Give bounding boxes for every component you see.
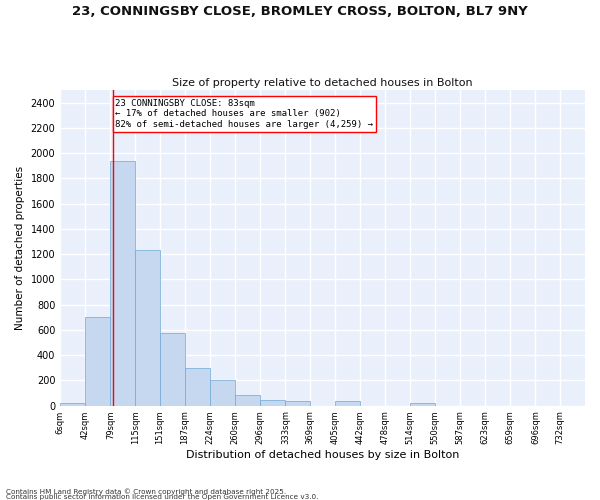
Text: Contains public sector information licensed under the Open Government Licence v3: Contains public sector information licen… — [6, 494, 319, 500]
Bar — [410, 403, 435, 406]
Y-axis label: Number of detached properties: Number of detached properties — [15, 166, 25, 330]
Bar — [235, 396, 260, 406]
Bar — [260, 400, 285, 406]
Title: Size of property relative to detached houses in Bolton: Size of property relative to detached ho… — [172, 78, 473, 88]
Bar — [85, 318, 110, 406]
X-axis label: Distribution of detached houses by size in Bolton: Distribution of detached houses by size … — [186, 450, 459, 460]
Bar — [185, 368, 209, 406]
Bar — [335, 401, 360, 406]
Bar — [211, 380, 235, 406]
Bar — [135, 250, 160, 406]
Bar — [60, 404, 85, 406]
Bar — [286, 401, 310, 406]
Text: 23, CONNINGSBY CLOSE, BROMLEY CROSS, BOLTON, BL7 9NY: 23, CONNINGSBY CLOSE, BROMLEY CROSS, BOL… — [72, 5, 528, 18]
Text: 23 CONNINGSBY CLOSE: 83sqm
← 17% of detached houses are smaller (902)
82% of sem: 23 CONNINGSBY CLOSE: 83sqm ← 17% of deta… — [115, 99, 373, 129]
Bar — [160, 333, 185, 406]
Bar — [110, 161, 135, 406]
Text: Contains HM Land Registry data © Crown copyright and database right 2025.: Contains HM Land Registry data © Crown c… — [6, 488, 286, 495]
